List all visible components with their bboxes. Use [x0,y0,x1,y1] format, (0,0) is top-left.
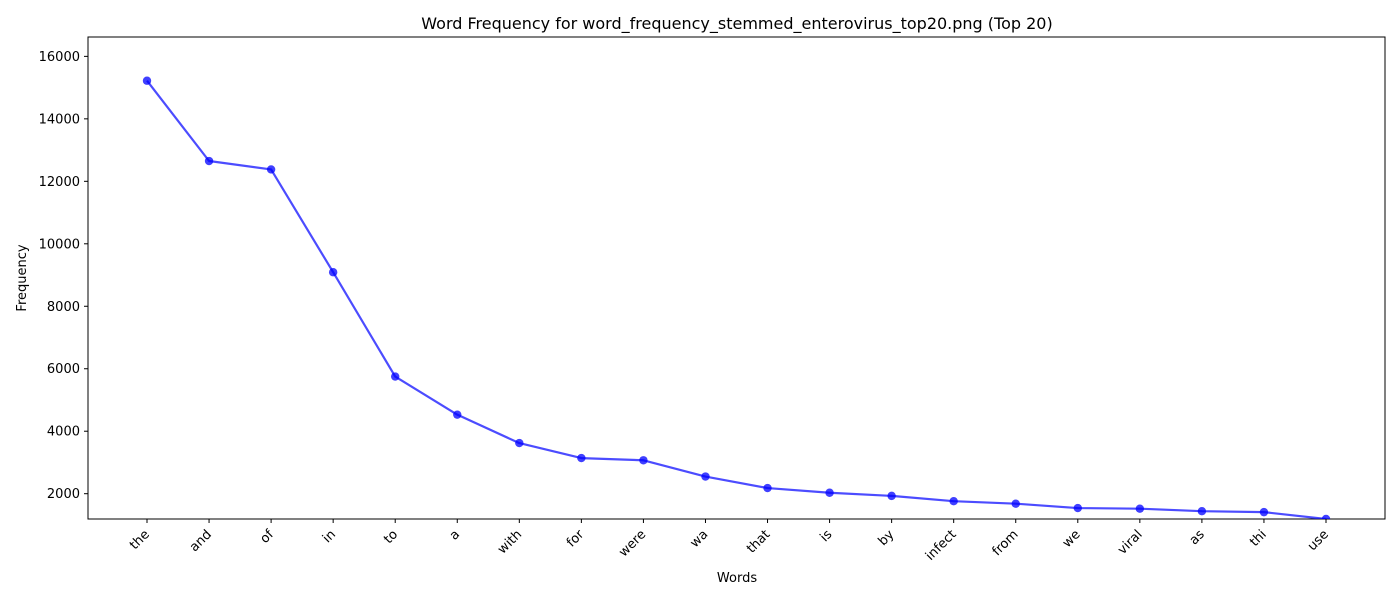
x-tick-label: infect [923,527,960,564]
y-axis-title: Frequency [15,244,30,311]
data-point [142,76,152,85]
data-point [577,453,586,463]
x-tick-label: thi [1247,527,1270,550]
data-point [1259,507,1269,517]
data-point [1135,504,1145,513]
y-tick-label: 12000 [39,175,80,190]
x-tick-label: in [320,527,339,546]
data-point [515,438,524,448]
x-axis: the and of in to a with for were wa that is by infect… [127,519,1332,564]
x-tick-label: with [495,527,525,557]
x-tick-label: for [564,527,588,551]
x-tick-label: is [817,527,835,545]
y-tick-label: 14000 [39,112,80,127]
series-layer [142,76,1331,519]
x-tick-label: of [257,527,277,547]
data-point [1011,499,1020,508]
series-line [146,80,1327,519]
y-axis: 2000 4000 6000 8000 10000 12000 14000 16000 [39,50,88,502]
x-tick-label: viral [1115,527,1146,558]
y-tick-label: 10000 [39,237,80,252]
x-axis-title: Words [717,571,757,586]
x-tick-label: were [616,527,649,560]
data-point [949,496,958,506]
x-tick-label: the [127,527,153,553]
data-point [266,165,276,174]
data-point [763,483,772,493]
plot-area-frame [87,36,1386,520]
y-tick-label: 8000 [47,300,80,315]
data-point [1321,514,1331,519]
data-point [1197,506,1207,516]
x-tick-label: we [1060,527,1084,551]
data-point [639,456,648,465]
data-point [328,268,338,277]
data-point [391,372,400,381]
x-tick-label: that [744,527,773,556]
y-tick-label: 6000 [47,362,80,377]
y-tick-label: 4000 [47,425,80,440]
x-tick-label: wa [688,527,712,551]
y-tick-label: 16000 [39,50,80,65]
data-point [701,472,710,481]
x-tick-label: from [990,527,1022,559]
x-tick-label: to [381,527,401,547]
x-tick-label: and [187,527,215,555]
chart-title: Word Frequency for word_frequency_stemme… [421,14,1052,34]
data-point [453,410,462,419]
x-tick-label: as [1187,527,1208,548]
data-point [825,488,834,497]
x-tick-label: use [1305,527,1332,554]
y-tick-label: 2000 [47,487,80,502]
data-point [204,156,214,166]
data-point [1073,503,1082,513]
data-point [887,491,896,501]
x-tick-label: a [447,527,463,543]
x-tick-label: by [876,527,898,549]
